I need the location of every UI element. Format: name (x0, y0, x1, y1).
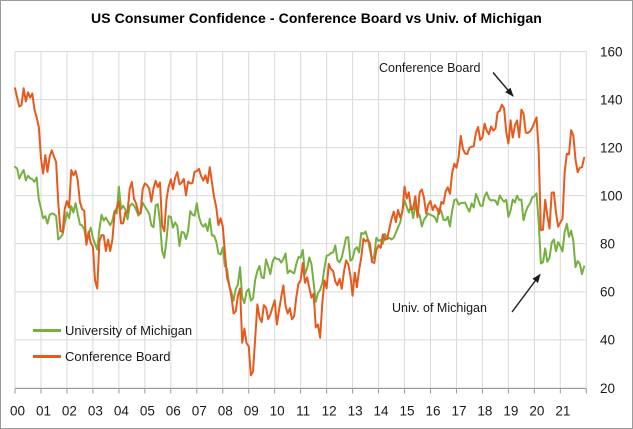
annotation-conference-board: Conference Board (379, 61, 481, 75)
x-tick-label: 09 (244, 404, 259, 419)
legend-swatch-conference-board-line (33, 354, 61, 358)
legend: University of Michigan Conference Board (33, 317, 192, 369)
x-tick-label: 08 (218, 404, 233, 419)
x-tick-label: 20 (529, 404, 544, 419)
y-tick-label: 80 (600, 237, 615, 252)
x-tick-label: 03 (88, 404, 103, 419)
annotation-univ-of-michigan: Univ. of Michigan (392, 301, 487, 315)
series-line-university-of-michigan (14, 165, 586, 305)
x-tick-label: 11 (296, 404, 310, 419)
x-tick-label: 15 (400, 404, 415, 419)
x-tick-label: 10 (270, 404, 285, 419)
y-tick-label: 140 (600, 92, 623, 107)
x-tick-label: 00 (10, 404, 25, 419)
annotation-arrow-conference-board (492, 72, 514, 97)
legend-swatch-michigan-line (33, 328, 61, 332)
x-tick-label: 18 (477, 404, 492, 419)
x-tick-label: 07 (192, 404, 207, 419)
x-tick-label: 06 (166, 404, 181, 419)
x-tick-label: 16 (425, 404, 440, 419)
y-tick-label: 120 (600, 140, 623, 155)
y-tick-label: 20 (600, 381, 615, 396)
x-tick-label: 12 (322, 404, 337, 419)
x-tick-label: 04 (114, 404, 130, 419)
legend-item-conference-board: Conference Board (33, 343, 192, 369)
x-tick-label: 19 (503, 404, 518, 419)
series-line-conference-board (14, 87, 586, 377)
x-tick-label: 13 (348, 404, 363, 419)
x-tick-label: 02 (62, 404, 77, 419)
x-tick-label: 14 (374, 404, 390, 419)
x-tick-label: 21 (555, 404, 570, 419)
x-tick-label: 01 (36, 404, 51, 419)
legend-item-university-of-michigan: University of Michigan (33, 317, 192, 343)
legend-label-michigan: University of Michigan (65, 322, 193, 338)
chart-title: US Consumer Confidence - Conference Boar… (91, 10, 542, 26)
x-tick-label: 17 (451, 404, 466, 419)
y-tick-label: 160 (600, 44, 623, 59)
annotation-arrow-univ-of-michigan (511, 273, 541, 313)
y-tick-label: 100 (600, 189, 623, 204)
y-tick-label: 40 (600, 333, 615, 348)
x-tick-label: 05 (140, 404, 155, 419)
y-tick-label: 60 (600, 285, 615, 300)
legend-label-conference-board: Conference Board (65, 348, 171, 364)
